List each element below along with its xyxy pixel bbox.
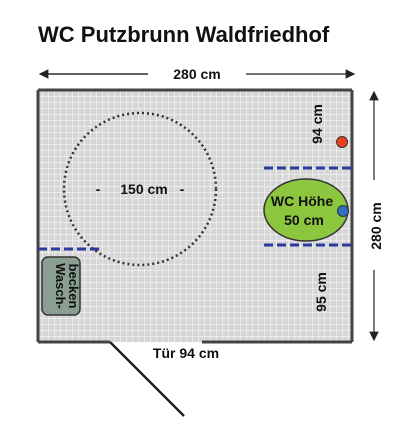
turning-circle-dash-left: - (96, 181, 101, 197)
toilet (263, 178, 349, 242)
width-label: 280 cm (173, 66, 220, 82)
toilet-height-line1: WC Höhe (271, 193, 333, 209)
door-leaf (109, 341, 185, 417)
red-marker (336, 136, 348, 148)
width-dimension: 280 cm (38, 66, 356, 82)
wall-bottom-label: 95 cm (313, 272, 329, 312)
sink (41, 256, 81, 316)
toilet-height-line2: 50 cm (284, 212, 324, 228)
wall-top-label: 94 cm (309, 104, 325, 144)
sink-label-line1: Wasch- (53, 263, 68, 309)
page-title: WC Putzbrunn Waldfriedhof (38, 22, 330, 47)
sink-label-line2: becken (66, 264, 81, 309)
depth-dimension: 280 cm (368, 90, 384, 342)
turning-circle-label: 150 cm (120, 181, 167, 197)
turning-circle (62, 111, 218, 267)
door-label: Tür 94 cm (153, 345, 219, 361)
room-walls (36, 88, 354, 344)
blue-marker (337, 205, 349, 217)
depth-label: 280 cm (368, 202, 384, 249)
turning-circle-dash-right: - (180, 181, 185, 197)
